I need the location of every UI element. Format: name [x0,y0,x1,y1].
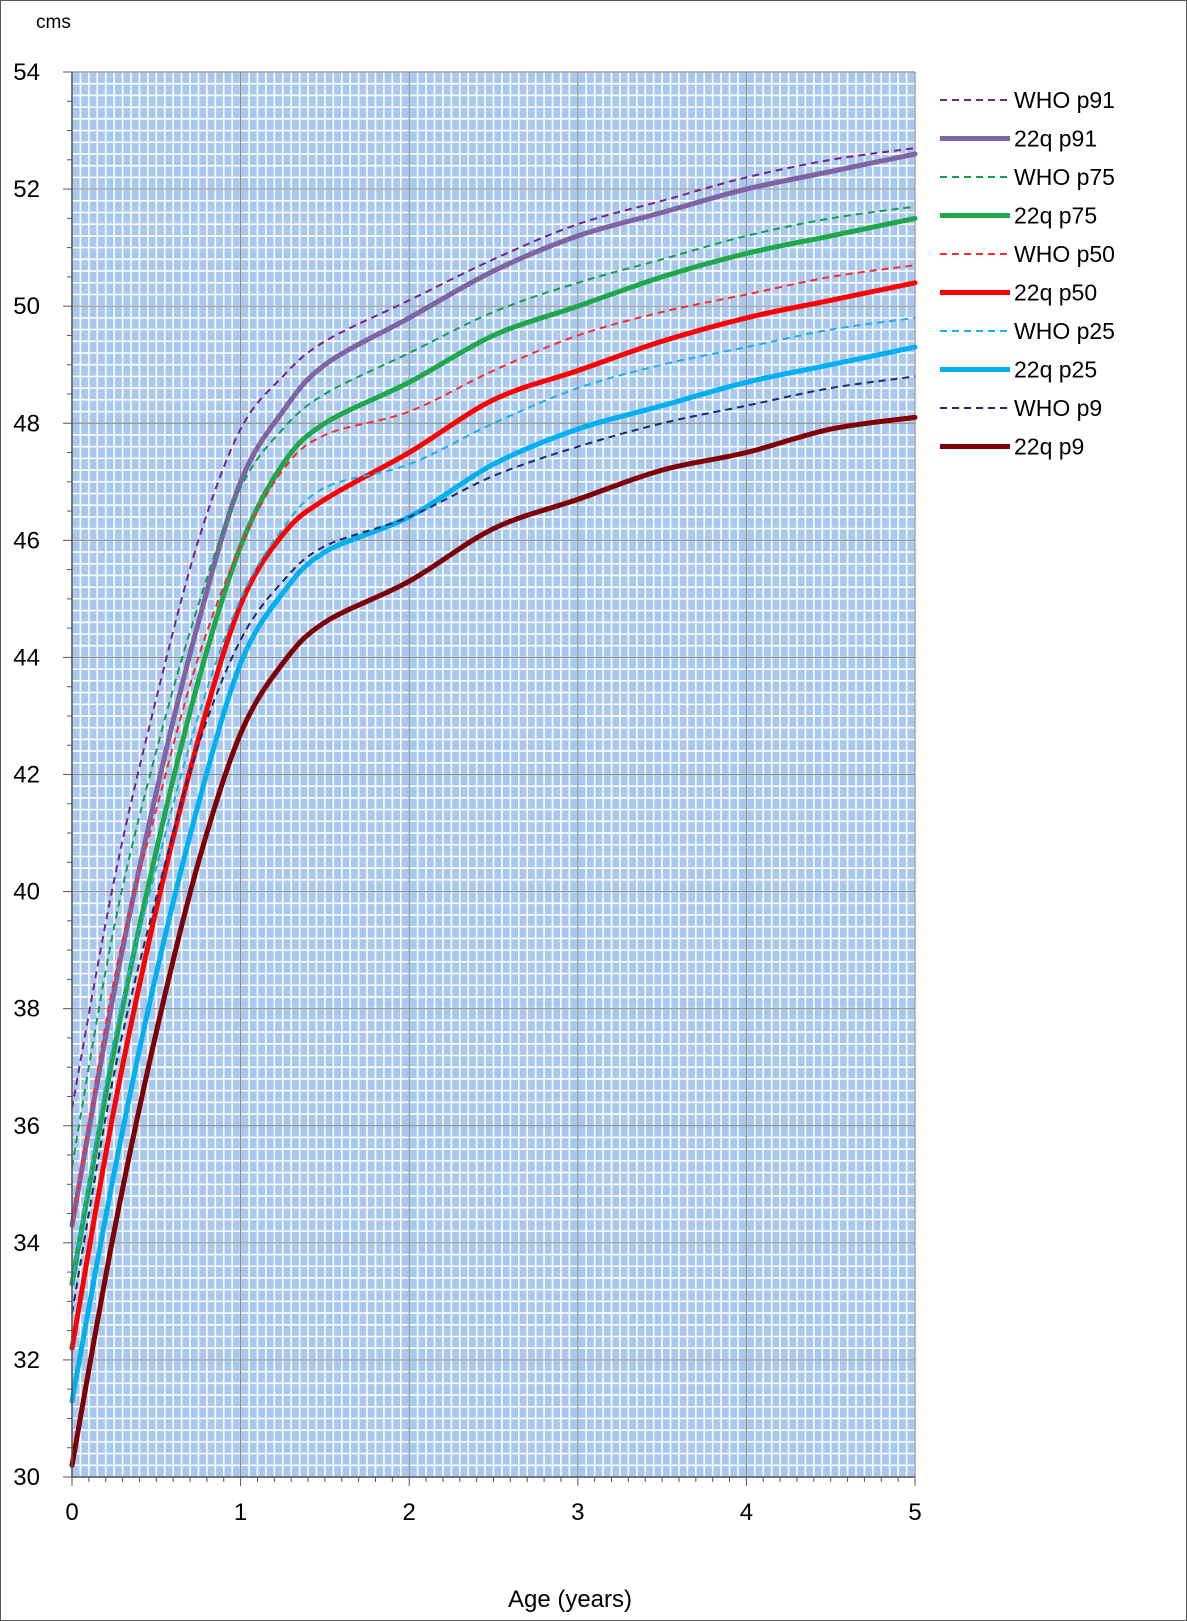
legend-label-who-p50: WHO p50 [1014,241,1115,267]
series-layer [69,147,918,1468]
series-line-who-p91 [71,147,916,1109]
legend-label-22q-p25: 22q p25 [1014,357,1097,383]
legend-label-22q-p50: 22q p50 [1014,280,1097,306]
y-tick-label: 30 [13,1464,40,1491]
x-tick-label: 5 [908,1499,921,1526]
y-tick-label: 44 [13,644,40,671]
y-tick-label: 40 [13,879,40,906]
y-tick-label: 32 [13,1347,40,1374]
y-tick-label: 34 [13,1230,40,1257]
y-tick-label: 42 [13,762,40,789]
legend-label-22q-p91: 22q p91 [1014,126,1097,152]
y-tick-labels: 30 32 34 36 38 40 42 44 46 48 50 52 54 [13,59,40,1491]
x-axis-title: Age (years) [508,1586,632,1613]
axes [63,71,916,1486]
legend-label-22q-p75: 22q p75 [1014,203,1097,229]
series-line-22q-p91 [69,151,918,1228]
legend-label-22q-p9: 22q p9 [1014,434,1084,460]
legend-label-who-p75: WHO p75 [1014,164,1115,190]
series-line-22q-p9 [69,414,918,1468]
x-tick-label: 0 [65,1499,78,1526]
y-tick-label: 52 [13,176,40,203]
y-tick-label: 36 [13,1113,40,1140]
y-tick-label: 46 [13,527,40,554]
x-tick-label: 3 [571,1499,584,1526]
series-line-22q-p75 [69,215,918,1287]
legend-label-who-p9: WHO p9 [1014,395,1102,421]
legend: WHO p91 22q p91 WHO p75 22q p75 WHO p50 22q p… [940,87,1115,460]
y-tick-label: 38 [13,996,40,1023]
series-line-22q-p25 [69,344,918,1404]
legend-label-who-p25: WHO p25 [1014,318,1115,344]
series-line-who-p75 [71,205,916,1167]
x-tick-labels: 0 1 2 3 4 5 [65,1499,921,1526]
legend-label-who-p91: WHO p91 [1014,87,1115,113]
series-line-who-p9 [71,375,916,1314]
x-tick-label: 4 [740,1499,753,1526]
y-tick-label: 48 [13,410,40,437]
y-tick-label: 50 [13,293,40,320]
x-tick-label: 1 [234,1499,247,1526]
y-unit-label: cms [36,12,71,33]
series-line-who-p50 [71,264,916,1226]
series-line-22q-p50 [69,280,918,1351]
x-tick-label: 2 [403,1499,416,1526]
y-tick-label: 54 [13,59,40,86]
